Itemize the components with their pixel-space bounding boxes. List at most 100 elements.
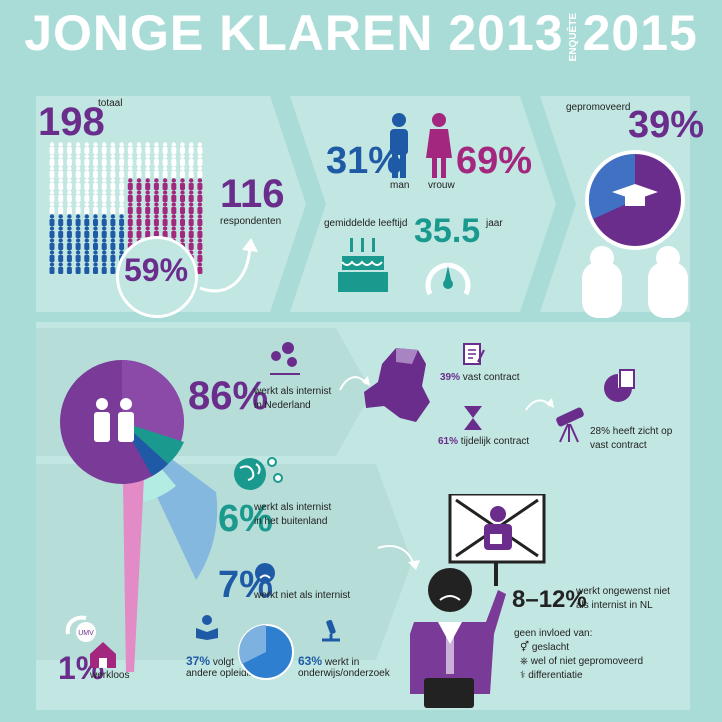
reading-icon (196, 615, 218, 640)
person-figure (49, 238, 55, 250)
microscope-icon (322, 619, 340, 642)
person-figure (162, 142, 168, 154)
person-figure (197, 190, 203, 202)
unwanted-label2: als internist in NL (576, 600, 653, 611)
arrow-icon (339, 376, 370, 391)
tijdelijk-pct: 61% (438, 436, 459, 447)
person-figure (66, 142, 72, 154)
person-figure (58, 226, 64, 238)
person-figure (180, 166, 185, 178)
male-doctor-icon (390, 113, 408, 178)
person-figure (93, 166, 98, 178)
person-figure (75, 154, 81, 166)
person-figure (66, 202, 72, 214)
person-figure (119, 214, 125, 226)
person-figure (101, 178, 107, 190)
arrow-icon-3 (377, 545, 420, 570)
netherlands-map-icon (364, 348, 430, 422)
person-figure (93, 250, 98, 262)
telescope-icon (556, 407, 584, 443)
person-figure (58, 142, 64, 154)
person-figure (75, 262, 81, 274)
female-doctor-icon (426, 113, 452, 178)
influence-item-1: ⎈ wel of niet gepromoveerd (520, 656, 644, 667)
person-figure (153, 178, 159, 190)
person-figure (101, 250, 107, 262)
person-figure (84, 190, 90, 202)
person-figure (119, 142, 125, 154)
person-figure (49, 154, 55, 166)
person-figure (75, 238, 81, 250)
person-figure (110, 202, 116, 214)
person-figure (162, 214, 168, 226)
person-figure (49, 166, 55, 178)
person-figure (49, 190, 55, 202)
person-figure (84, 262, 90, 274)
person-figure (101, 226, 107, 238)
person-figure (101, 190, 107, 202)
contract-icon (463, 343, 485, 365)
person-figure (75, 202, 81, 214)
person-figure (197, 178, 203, 190)
person-figure (188, 214, 194, 226)
person-figure (84, 202, 90, 214)
person-figure (58, 178, 64, 190)
person-figure (93, 214, 98, 226)
opl-label2: andere opleiding (186, 668, 260, 679)
person-figure (188, 178, 194, 190)
person-figure (110, 166, 116, 178)
person-figure (145, 190, 151, 202)
person-figure (58, 166, 64, 178)
person-figure (171, 202, 177, 214)
person-figure (145, 142, 151, 154)
person-figure (49, 226, 55, 238)
person-figure (75, 142, 81, 154)
ond-line1: 63% werkt in (298, 654, 359, 668)
person-figure (153, 142, 159, 154)
person-figure (127, 214, 133, 226)
person-figure (162, 190, 168, 202)
person-figure (75, 214, 81, 226)
person-figure (188, 166, 194, 178)
distribution-fan-chart (60, 360, 218, 672)
abroad-label1: werkt als internist (254, 502, 332, 513)
person-figure (93, 178, 98, 190)
influence-item-1-label: wel of niet gepromoveerd (530, 656, 644, 667)
person-figure (75, 166, 81, 178)
person-figure (58, 214, 64, 226)
person-figure (197, 154, 203, 166)
person-figure (127, 202, 133, 214)
person-figure (119, 202, 125, 214)
person-figure (171, 154, 177, 166)
person-figure (84, 142, 90, 154)
age-value: 35.5 (414, 212, 481, 250)
person-figure (75, 226, 81, 238)
person-figure (84, 178, 90, 190)
person-figure (119, 190, 125, 202)
promoted-circle-icon (582, 150, 688, 318)
person-figure (136, 154, 142, 166)
person-figure (84, 226, 90, 238)
vrouw-pct: 69% (456, 140, 533, 182)
person-figure (93, 202, 98, 214)
person-figure (84, 250, 90, 262)
influence-item-2-label: differentiatie (528, 670, 583, 681)
sad-face-icon (255, 563, 275, 583)
person-figure (197, 166, 203, 178)
page-title: JONGE KLAREN 2013 ENQUÊTE2015 (0, 4, 722, 62)
person-figure (58, 190, 64, 202)
abroad-label2: in het buitenland (254, 516, 328, 527)
promoted-label: gepromoveerd (566, 102, 631, 113)
person-figure (127, 190, 133, 202)
hourglass-icon (464, 406, 482, 430)
person-figure (58, 262, 64, 274)
person-figure (119, 226, 125, 238)
person-figure (145, 166, 151, 178)
person-figure (188, 154, 194, 166)
person-figure (58, 250, 64, 262)
total-value: 198 (38, 100, 105, 144)
person-figure (101, 238, 107, 250)
ond-pct: 63% (298, 654, 323, 668)
person-figure (84, 154, 90, 166)
man-label: man (390, 180, 410, 191)
